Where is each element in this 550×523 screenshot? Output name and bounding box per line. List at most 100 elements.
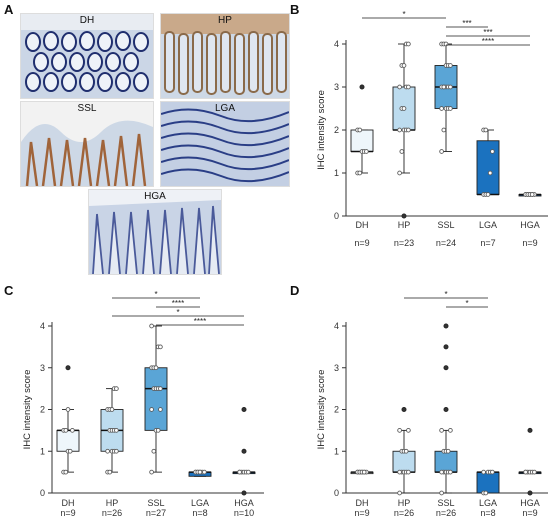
histology-drawing-ssl [21, 102, 153, 186]
category-label: HGA [520, 220, 540, 230]
sample-size-label: n=8 [192, 508, 207, 518]
data-point [70, 428, 75, 433]
data-point [158, 407, 163, 412]
histology-label-lga: LGA [214, 103, 235, 114]
data-point [397, 84, 402, 90]
box-dh [350, 129, 374, 152]
category-label: LGA [191, 498, 209, 508]
data-point [399, 149, 405, 154]
data-point [397, 428, 402, 433]
sample-size-label: n=23 [394, 238, 414, 248]
y-axis-label: IHC intensity score [316, 370, 327, 450]
category-label: HP [398, 220, 411, 230]
panel-letter-c: C [4, 283, 14, 298]
histology-drawing-hga [89, 190, 221, 274]
sample-size-label: n=9 [354, 238, 369, 248]
y-tick-label: 4 [334, 321, 339, 331]
data-point [523, 469, 528, 475]
category-label: LGA [479, 220, 497, 230]
data-point [67, 448, 73, 454]
y-axis-label: IHC intensity score [316, 90, 327, 170]
y-tick-label: 0 [334, 488, 339, 498]
category-label: DH [356, 498, 369, 508]
outlier-point [443, 407, 449, 413]
significance-label: **** [194, 317, 206, 326]
category-label: HGA [234, 498, 254, 508]
y-tick-label: 2 [40, 405, 45, 415]
data-point [448, 106, 453, 111]
data-point [357, 170, 363, 176]
histology-label-dh: DH [79, 15, 95, 26]
sample-size-label: n=8 [480, 508, 495, 518]
significance-label: * [444, 290, 447, 299]
data-point [406, 84, 411, 90]
y-tick-label: 3 [40, 363, 45, 373]
significance-label: **** [482, 37, 494, 46]
outlier-point [443, 365, 449, 371]
data-point [237, 469, 242, 475]
data-point [105, 448, 110, 454]
outlier-point [359, 84, 365, 90]
panel-letter-b: B [290, 2, 300, 17]
data-point [403, 448, 409, 454]
data-point [439, 149, 444, 154]
data-point [246, 469, 251, 475]
data-point [439, 428, 444, 433]
outlier-point [443, 344, 449, 350]
category-label: LGA [479, 498, 497, 508]
data-point [357, 127, 363, 133]
y-tick-label: 4 [334, 39, 339, 49]
y-tick-label: 2 [334, 125, 339, 135]
sample-size-label: n=7 [480, 238, 495, 248]
significance-label: * [154, 290, 157, 299]
outlier-point [527, 490, 533, 496]
data-point [439, 106, 444, 111]
data-point [406, 41, 411, 47]
data-point [448, 63, 453, 68]
sample-size-label: n=9 [354, 508, 369, 518]
sample-size-label: n=9 [522, 238, 537, 248]
data-point [401, 106, 407, 111]
sample-size-label: n=26 [102, 508, 122, 518]
outlier-point [241, 407, 247, 413]
outlier-point [241, 448, 247, 454]
box-dh [56, 429, 80, 452]
data-point [439, 490, 444, 496]
panel-letter-d: D [290, 283, 300, 298]
histology-drawing-lga [161, 102, 289, 186]
data-point [197, 469, 203, 475]
data-point [114, 428, 119, 433]
data-point [481, 469, 486, 475]
sample-size-label: n=26 [436, 508, 456, 518]
data-point [448, 428, 453, 433]
histology-label-hp: HP [218, 15, 232, 26]
data-point [483, 490, 489, 496]
data-point [114, 386, 119, 391]
box-lga [476, 140, 500, 195]
data-point [397, 170, 402, 176]
data-point [401, 63, 407, 68]
category-label: SSL [437, 220, 454, 230]
data-point [149, 469, 154, 475]
y-tick-label: 1 [40, 446, 45, 456]
data-point [490, 149, 495, 154]
data-point [441, 84, 447, 90]
histology-drawing-hp [161, 14, 289, 98]
data-point [397, 490, 402, 496]
data-point [149, 323, 154, 329]
data-point [158, 386, 163, 391]
data-point [114, 448, 119, 454]
histology-label-hga: HGA [144, 191, 166, 202]
data-point [149, 407, 154, 412]
y-tick-label: 3 [334, 363, 339, 373]
sample-size-label: n=27 [146, 508, 166, 518]
significance-label: *** [483, 28, 492, 37]
histology-image-dh: DH [20, 13, 154, 99]
outlier-point [401, 213, 407, 219]
data-point [439, 469, 444, 475]
data-point [532, 469, 537, 475]
y-tick-label: 1 [334, 168, 339, 178]
panel-letter-a: A [4, 2, 14, 17]
